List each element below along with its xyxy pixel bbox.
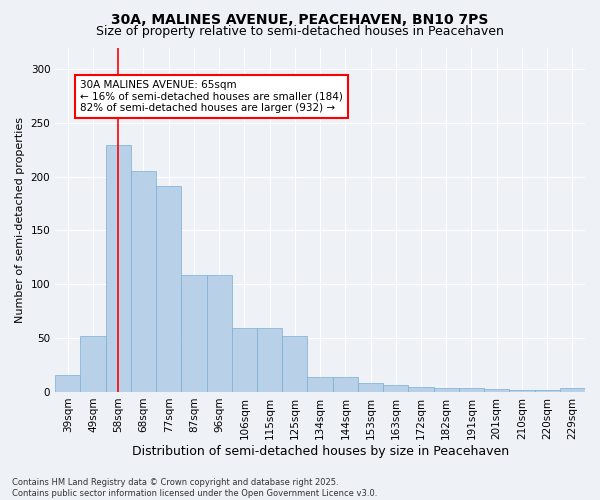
Text: Contains HM Land Registry data © Crown copyright and database right 2025.
Contai: Contains HM Land Registry data © Crown c… <box>12 478 377 498</box>
Bar <box>383 386 409 392</box>
Bar <box>509 390 535 392</box>
X-axis label: Distribution of semi-detached houses by size in Peacehaven: Distribution of semi-detached houses by … <box>131 444 509 458</box>
Bar <box>282 336 307 392</box>
Bar <box>459 388 484 392</box>
Bar <box>131 172 156 392</box>
Bar <box>206 274 232 392</box>
Bar <box>484 388 509 392</box>
Bar <box>181 274 206 392</box>
Y-axis label: Number of semi-detached properties: Number of semi-detached properties <box>15 116 25 322</box>
Bar <box>106 146 131 392</box>
Bar <box>156 186 181 392</box>
Bar <box>434 388 459 392</box>
Bar <box>80 336 106 392</box>
Bar <box>332 377 358 392</box>
Bar <box>55 374 80 392</box>
Text: Size of property relative to semi-detached houses in Peacehaven: Size of property relative to semi-detach… <box>96 25 504 38</box>
Text: 30A MALINES AVENUE: 65sqm
← 16% of semi-detached houses are smaller (184)
82% of: 30A MALINES AVENUE: 65sqm ← 16% of semi-… <box>80 80 343 113</box>
Bar <box>409 386 434 392</box>
Bar <box>535 390 560 392</box>
Bar <box>307 377 332 392</box>
Bar <box>358 384 383 392</box>
Text: 30A, MALINES AVENUE, PEACEHAVEN, BN10 7PS: 30A, MALINES AVENUE, PEACEHAVEN, BN10 7P… <box>112 12 488 26</box>
Bar <box>232 328 257 392</box>
Bar <box>257 328 282 392</box>
Bar <box>560 388 585 392</box>
